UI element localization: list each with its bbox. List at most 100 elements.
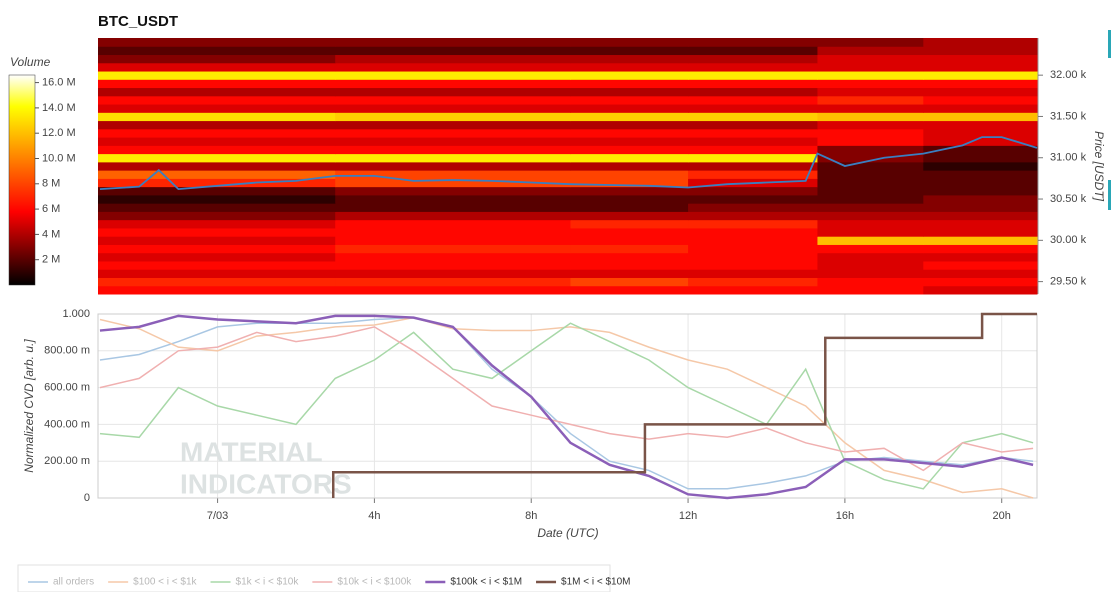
y-tick-label: 800.00 m <box>44 345 90 357</box>
x-tick-label: 16h <box>836 510 854 522</box>
heat-cell <box>98 128 336 138</box>
heat-cell <box>688 153 818 163</box>
y-tick-label: 32.00 k <box>1050 69 1087 81</box>
heat-cell <box>98 285 336 295</box>
heat-cell <box>98 79 336 89</box>
legend-label: $100 < i < $1k <box>133 577 197 588</box>
heat-cell <box>688 285 818 295</box>
heat-cell <box>817 161 924 171</box>
legend-label: $10k < i < $100k <box>337 577 412 588</box>
heat-cell <box>817 203 924 212</box>
heat-cell <box>688 137 818 146</box>
heat-cell <box>98 62 336 72</box>
y-axis-label: Normalized CVD [arb. u.] <box>22 339 36 473</box>
heat-cell <box>923 211 1038 221</box>
y-tick-label: 31.00 k <box>1050 152 1087 164</box>
heat-cell <box>98 95 336 105</box>
heat-cell <box>335 87 571 97</box>
heat-cell <box>817 178 924 188</box>
heat-cell <box>570 252 689 262</box>
colorbar-tick-label: 4 M <box>42 228 60 240</box>
heat-cell <box>335 54 571 64</box>
y-tick-label: 31.50 k <box>1050 110 1087 122</box>
heat-cell <box>817 227 924 237</box>
heat-cell <box>923 153 1038 163</box>
heat-cell <box>335 38 571 47</box>
heat-cell <box>98 194 336 204</box>
x-tick-label: 4h <box>368 510 380 522</box>
heat-cell <box>570 95 689 105</box>
heat-cell <box>335 104 571 113</box>
heat-cell <box>923 120 1038 130</box>
heat-cell <box>570 203 689 212</box>
heat-cell <box>98 153 336 163</box>
heat-cell <box>335 153 571 163</box>
heat-cell <box>335 120 571 130</box>
heat-cell <box>335 112 571 122</box>
x-tick-label: 8h <box>525 510 537 522</box>
heat-cell <box>570 87 689 97</box>
heat-cell <box>688 227 818 237</box>
heat-cell <box>335 203 571 212</box>
heat-cell <box>817 112 924 122</box>
cvd-line <box>331 312 1037 498</box>
heat-cell <box>570 145 689 155</box>
heat-cell <box>335 260 571 270</box>
heat-cell <box>570 112 689 122</box>
heat-cell <box>335 95 571 105</box>
heat-cell <box>923 54 1038 64</box>
heat-cell <box>688 120 818 130</box>
heat-cell <box>98 120 336 130</box>
y-tick-label: 0 <box>84 492 90 504</box>
heat-cell <box>98 71 336 80</box>
heat-cell <box>688 128 818 138</box>
cvd-line <box>99 326 1034 472</box>
heat-cell <box>688 46 818 56</box>
heat-cell <box>688 54 818 64</box>
chart-title: BTC_USDT <box>98 13 178 30</box>
heat-cell <box>335 62 571 72</box>
colorbar-title: Volume <box>10 55 51 69</box>
x-tick-label: 20h <box>993 510 1011 522</box>
heat-cell <box>923 112 1038 122</box>
heat-cell <box>98 145 336 155</box>
legend-box <box>17 564 611 592</box>
heat-cell <box>923 161 1038 171</box>
heat-cell <box>688 161 818 171</box>
heat-cell <box>923 170 1038 179</box>
heat-cell <box>98 104 336 113</box>
heat-cell <box>688 244 818 254</box>
heat-cell <box>923 128 1038 138</box>
heat-cell <box>923 277 1038 287</box>
heat-cell <box>98 170 336 179</box>
heat-cell <box>335 79 571 89</box>
heat-cell <box>817 79 924 89</box>
heat-cell <box>570 219 689 229</box>
heat-cell <box>688 260 818 270</box>
heat-cell <box>570 170 689 179</box>
heat-cell <box>817 54 924 64</box>
heat-cell <box>98 203 336 212</box>
heat-cell <box>923 38 1038 47</box>
heat-cell <box>817 186 924 196</box>
heat-cell <box>688 112 818 122</box>
heat-cell <box>98 219 336 229</box>
ui-edge <box>1108 180 1111 210</box>
heat-cell <box>923 95 1038 105</box>
heat-cell <box>335 227 571 237</box>
cvd-line <box>99 316 1034 490</box>
heat-cell <box>570 236 689 245</box>
heat-cell <box>98 38 336 47</box>
heat-cell <box>817 137 924 146</box>
heat-cell <box>570 137 689 146</box>
legend-label: $1k < i < $10k <box>236 577 300 588</box>
legend-label: $1M < i < $10M <box>561 577 630 588</box>
cvd-line <box>99 322 1034 490</box>
heat-cell <box>98 137 336 146</box>
heat-cell <box>817 153 924 163</box>
heat-cell <box>923 260 1038 270</box>
heat-cell <box>923 79 1038 89</box>
heat-cell <box>335 285 571 295</box>
heat-cell <box>335 186 571 196</box>
heat-cell <box>570 178 689 188</box>
